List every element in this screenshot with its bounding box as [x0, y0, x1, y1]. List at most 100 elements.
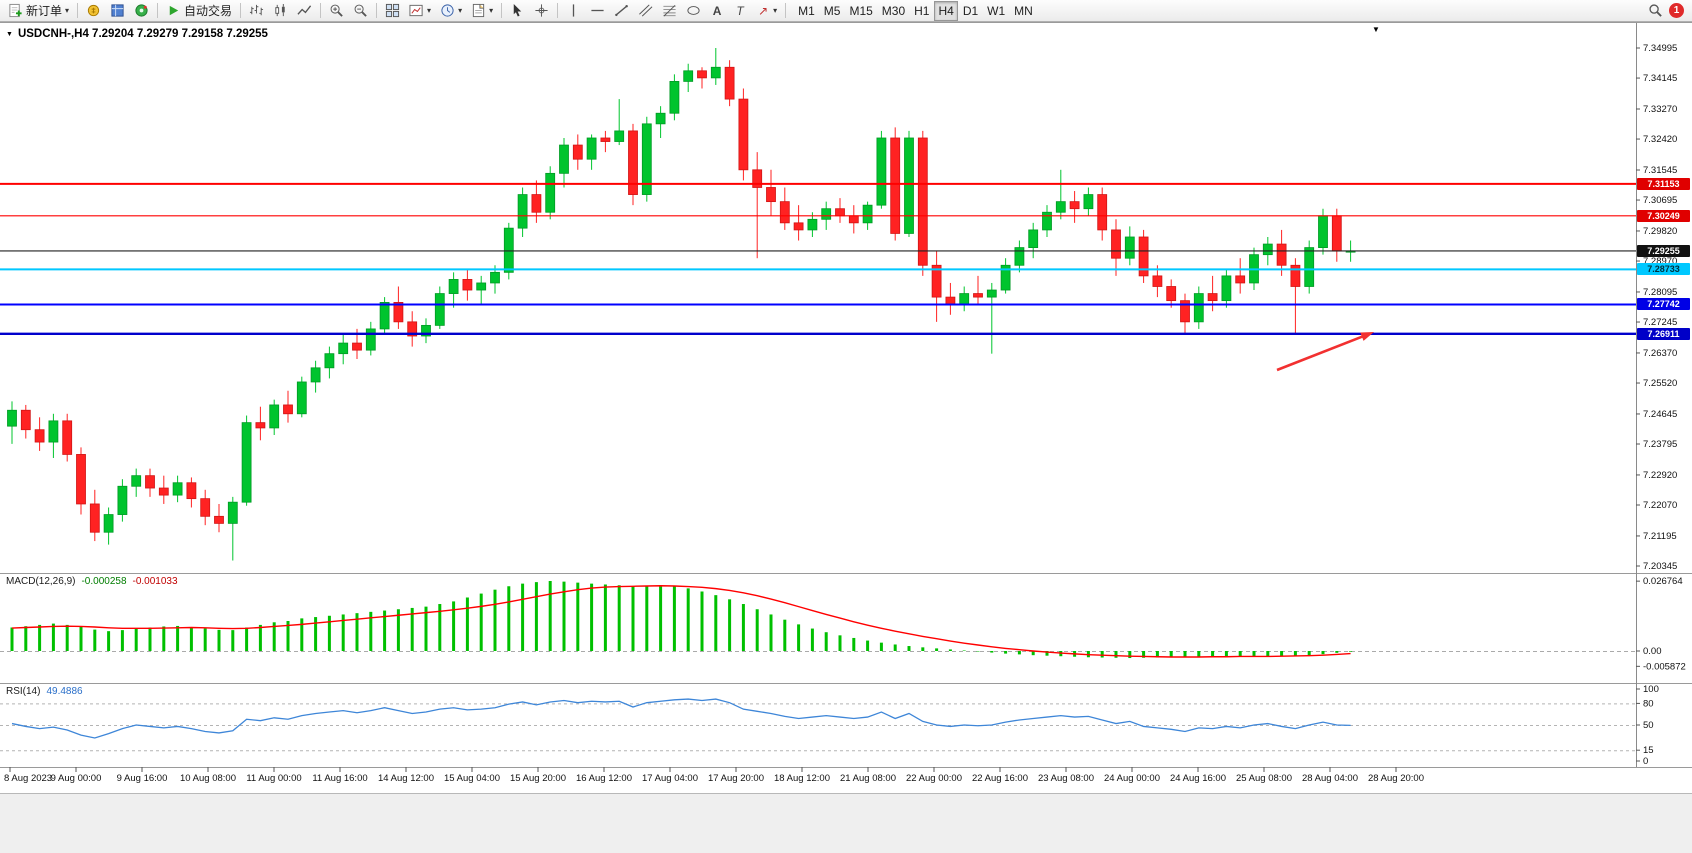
toolbar-separator: [320, 3, 322, 18]
candle-body: [200, 498, 211, 517]
candlestick-button[interactable]: [269, 1, 292, 21]
fibonacci-button[interactable]: [658, 1, 681, 21]
candle-body: [269, 404, 280, 429]
toolbar-separator: [557, 3, 559, 18]
timeframe-m5[interactable]: M5: [820, 1, 845, 21]
line-chart-button[interactable]: [293, 1, 316, 21]
trendline-button[interactable]: [610, 1, 633, 21]
rsi-axis-label: 50: [1643, 720, 1654, 731]
price-axis-label: 7.25520: [1643, 378, 1677, 389]
vertical-line-icon: [572, 4, 575, 17]
price-chart[interactable]: 7.34995 7.34145 7.33270 7.32420 7.31545 7.306…: [0, 23, 1692, 853]
vertical-line-button[interactable]: [562, 1, 585, 21]
candle-body: [20, 409, 31, 431]
zoom-in-button[interactable]: [325, 1, 348, 21]
arrow-tool-icon: ↗: [758, 3, 769, 18]
candle-body: [283, 404, 293, 415]
time-axis-label: 18 Aug 12:00: [774, 773, 830, 784]
tile-windows-button[interactable]: [381, 1, 404, 21]
shapes-icon: [687, 6, 700, 15]
market-watch-button[interactable]: [82, 1, 105, 21]
candle-body: [710, 66, 721, 79]
candle-body: [434, 293, 445, 326]
candle-body: [1331, 215, 1342, 252]
toolbar-separator: [77, 3, 79, 18]
notification-badge[interactable]: 1: [1669, 3, 1684, 18]
scroll-marker-icon[interactable]: ▼: [1372, 25, 1380, 34]
rsi-label: RSI(14) 49.4886: [6, 686, 83, 697]
label-button[interactable]: T: [729, 1, 751, 21]
candle-body: [103, 514, 114, 533]
candlestick-icon: [275, 3, 285, 17]
search-icon[interactable]: [1648, 3, 1663, 18]
bottom-margin: [0, 793, 1692, 853]
shapes-button[interactable]: [682, 1, 705, 21]
toolbar-separator: [501, 3, 503, 18]
crosshair-button[interactable]: [530, 1, 553, 21]
arrows-button[interactable]: ↗ ▾: [752, 1, 781, 21]
candle-body: [545, 172, 556, 213]
periodicity-button[interactable]: ▾: [436, 1, 466, 21]
candle-body: [1304, 247, 1315, 287]
candle-body: [1000, 264, 1011, 291]
candle-body: [738, 98, 749, 171]
chart-title-text: USDCNH-,H4 7.29204 7.29279 7.29158 7.292…: [17, 28, 268, 40]
candle-body: [904, 137, 914, 234]
horizontal-line-button[interactable]: [586, 1, 609, 21]
candle-body: [503, 227, 514, 273]
template-icon: [472, 3, 485, 18]
candle-body: [421, 324, 431, 337]
candle-body: [697, 70, 707, 79]
timeframe-m15[interactable]: M15: [845, 1, 876, 21]
time-axis-label: 17 Aug 20:00: [708, 773, 764, 784]
rsi-axis-label: 100: [1643, 684, 1659, 695]
price-axis-label: 7.22920: [1643, 470, 1677, 481]
candle-body: [1028, 229, 1039, 248]
rsi-axis-label: 0: [1643, 756, 1648, 767]
time-axis-label: 24 Aug 00:00: [1104, 773, 1160, 784]
time-axis-label: 25 Aug 08:00: [1236, 773, 1292, 784]
price-axis-label: 7.30695: [1643, 195, 1677, 206]
navigator-button[interactable]: [130, 1, 153, 21]
candle-body: [76, 454, 86, 505]
timeframe-m1[interactable]: M1: [794, 1, 819, 21]
bar-chart-icon: [249, 4, 264, 16]
candle-body: [876, 137, 887, 206]
timeframe-w1[interactable]: W1: [983, 1, 1009, 21]
data-window-button[interactable]: [106, 1, 129, 21]
time-axis-label: 21 Aug 08:00: [840, 773, 896, 784]
price-axis-label: 7.33270: [1643, 104, 1677, 115]
new-chart-button[interactable]: ▾: [405, 1, 435, 21]
timeframe-mn[interactable]: MN: [1010, 1, 1037, 21]
candle-body: [227, 501, 238, 524]
data-window-icon: [111, 4, 124, 17]
timeframe-h1[interactable]: H1: [910, 1, 933, 21]
auto-trading-button[interactable]: 自动交易: [162, 1, 236, 21]
horizontal-line-icon: [591, 9, 604, 12]
candle-body: [172, 482, 183, 496]
cursor-button[interactable]: [506, 1, 529, 21]
candle-body: [669, 81, 680, 114]
timeframe-m30[interactable]: M30: [878, 1, 909, 21]
candle-body: [1180, 300, 1190, 323]
templates-button[interactable]: ▾: [467, 1, 497, 21]
zoom-out-icon: [354, 4, 367, 17]
candle-body: [973, 293, 983, 298]
annotation-arrow-shaft[interactable]: [1276, 332, 1369, 372]
annotation-arrow-head[interactable]: [1360, 332, 1374, 341]
auto-trading-label: 自动交易: [184, 4, 233, 18]
candle-body: [379, 302, 390, 330]
zoom-out-button[interactable]: [349, 1, 372, 21]
channel-button[interactable]: [634, 1, 657, 21]
price-axis-label: 7.29820: [1643, 226, 1677, 237]
candle-body: [352, 342, 362, 351]
text-button[interactable]: A: [706, 1, 728, 21]
macd-axis-label: 0.00: [1643, 646, 1662, 657]
timeframe-h4[interactable]: H4: [934, 0, 958, 21]
new-order-button[interactable]: 新订单 ▾: [4, 1, 73, 21]
candle-body: [158, 487, 169, 496]
candle-body: [1152, 275, 1163, 287]
timeframe-d1[interactable]: D1: [959, 1, 982, 21]
bar-chart-button[interactable]: [245, 1, 268, 21]
candle-body: [407, 321, 418, 337]
